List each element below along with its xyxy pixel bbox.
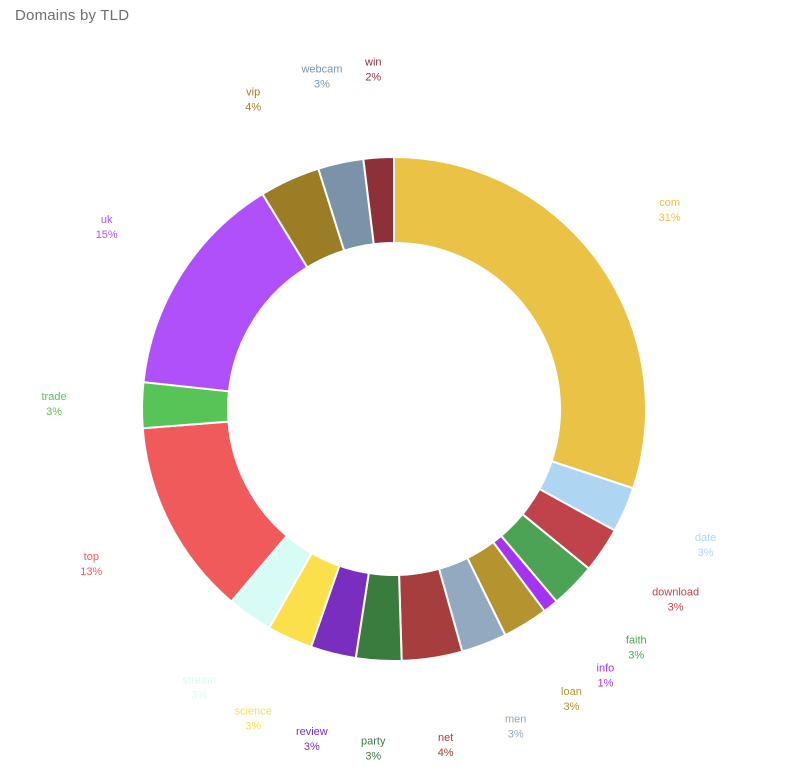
label-stream: stream 3% bbox=[182, 675, 216, 702]
segment-com[interactable] bbox=[393, 156, 647, 490]
label-uk: uk 15% bbox=[96, 214, 118, 241]
label-trade: trade 3% bbox=[42, 391, 67, 418]
label-com: com 31% bbox=[659, 197, 681, 224]
label-info: info 1% bbox=[597, 662, 615, 689]
label-download: download 3% bbox=[652, 587, 699, 614]
label-science: science 3% bbox=[235, 705, 272, 732]
label-top: top 13% bbox=[80, 551, 102, 578]
label-vip: vip 4% bbox=[245, 87, 261, 114]
segment-win[interactable] bbox=[362, 155, 395, 246]
label-loan: loan 3% bbox=[561, 686, 582, 713]
label-review: review 3% bbox=[296, 726, 328, 753]
label-men: men 3% bbox=[505, 713, 526, 740]
label-date: date 3% bbox=[695, 532, 716, 559]
label-party: party 3% bbox=[361, 735, 386, 762]
chart-title: Domains by TLD bbox=[15, 7, 130, 24]
label-faith: faith 3% bbox=[626, 635, 647, 662]
label-net: net 4% bbox=[438, 732, 454, 759]
label-webcam: webcam 3% bbox=[300, 64, 342, 91]
label-win: win 2% bbox=[364, 57, 382, 84]
